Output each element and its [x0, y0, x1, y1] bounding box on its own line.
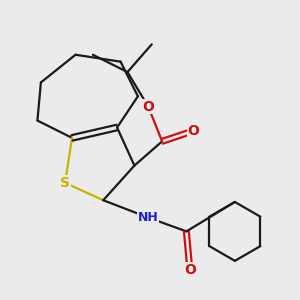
Text: NH: NH — [138, 211, 159, 224]
Text: S: S — [60, 176, 70, 190]
Text: O: O — [184, 262, 196, 277]
Text: O: O — [142, 100, 154, 114]
Text: O: O — [188, 124, 199, 138]
